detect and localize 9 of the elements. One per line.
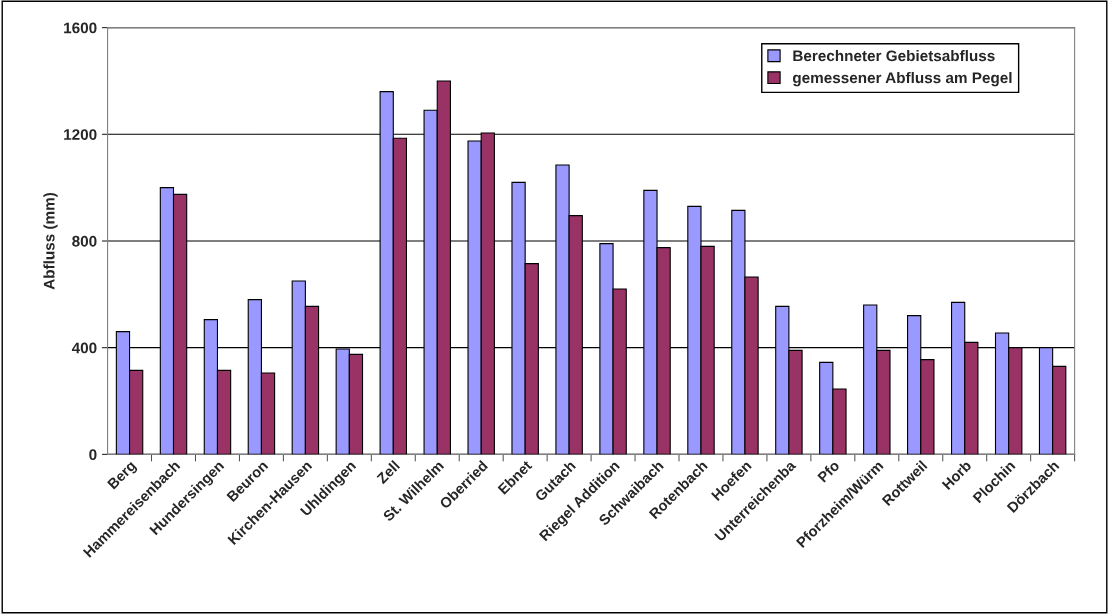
legend-label: gemessener Abfluss am Pegel: [792, 71, 1012, 87]
y-tick-label: 1600: [64, 22, 97, 34]
y-tick-label: 400: [71, 342, 97, 354]
x-tick-label: Zell: [375, 459, 401, 485]
y-tick-label: 0: [89, 449, 97, 461]
y-axis-title: Abfluss (mm): [43, 192, 58, 290]
y-tick-label: 800: [72, 235, 97, 247]
legend-label: Berechneter Gebietsabfluss: [793, 50, 995, 62]
y-tick-label: 1200: [64, 129, 97, 140]
